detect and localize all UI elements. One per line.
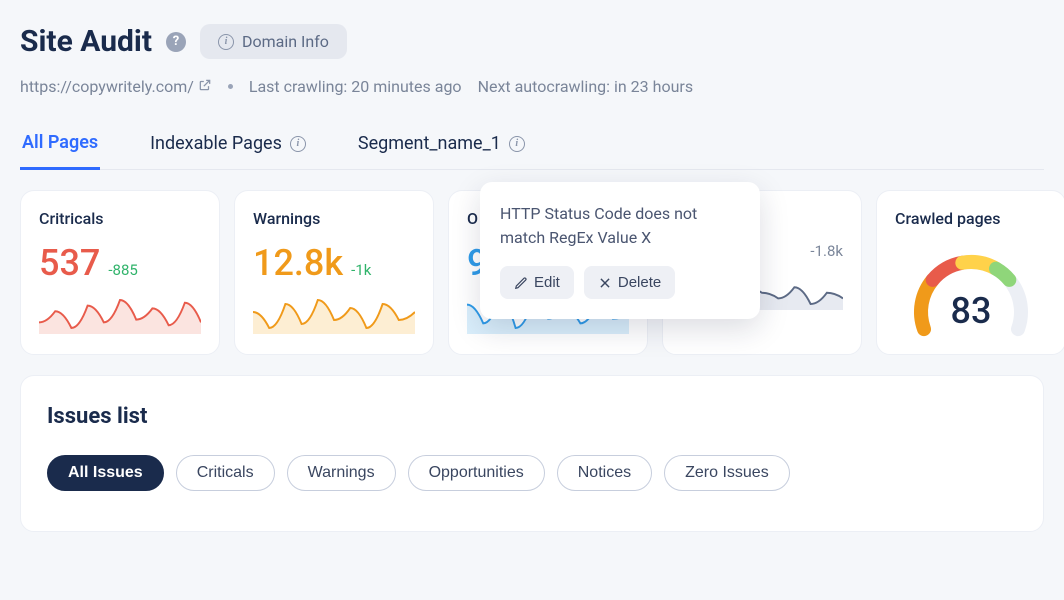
delete-label: Delete — [618, 274, 661, 291]
site-url-text: https://copywritely.com/ — [20, 77, 194, 96]
tab-label: Indexable Pages — [150, 133, 282, 154]
notices-delta: -1.8k — [810, 242, 843, 260]
site-url-link[interactable]: https://copywritely.com/ — [20, 77, 212, 96]
tabs: All Pages Indexable Pages i Segment_name… — [20, 132, 1044, 170]
card-title: Warnings — [253, 209, 415, 228]
info-icon: i — [290, 136, 306, 152]
card-warnings[interactable]: Warnings 12.8k -1k — [234, 190, 434, 355]
next-crawl-text: Next autocrawling: in 23 hours — [478, 77, 694, 96]
filter-pill-criticals[interactable]: Criticals — [176, 455, 275, 491]
issues-panel: Issues list All Issues Criticals Warnings O… — [20, 375, 1044, 532]
card-title: Critricals — [39, 209, 201, 228]
filter-pill-notices[interactable]: Notices — [557, 455, 652, 491]
tab-label: All Pages — [22, 132, 98, 153]
domain-info-label: Domain Info — [242, 32, 329, 51]
issues-heading: Issues list — [47, 404, 1017, 429]
popover-text: HTTP Status Code does not match RegEx Va… — [500, 202, 740, 250]
tab-segment-1[interactable]: Segment_name_1 i — [356, 133, 527, 168]
tab-label: Segment_name_1 — [358, 133, 501, 154]
issues-filter-row: All Issues Criticals Warnings Opportunities… — [47, 455, 1017, 491]
info-icon: i — [218, 34, 234, 50]
delete-button[interactable]: Delete — [584, 266, 675, 299]
warnings-sparkline — [253, 294, 415, 334]
criticals-sparkline — [39, 294, 201, 334]
filter-pill-all-issues[interactable]: All Issues — [47, 455, 164, 491]
criticals-value: 537 — [39, 242, 100, 284]
tab-indexable-pages[interactable]: Indexable Pages i — [148, 133, 308, 168]
card-criticals[interactable]: Critricals 537 -885 — [20, 190, 220, 355]
segment-popover: HTTP Status Code does not match RegEx Va… — [480, 182, 760, 319]
separator-dot — [228, 84, 233, 89]
tab-all-pages[interactable]: All Pages — [20, 132, 100, 170]
domain-info-button[interactable]: i Domain Info — [200, 24, 347, 59]
card-title: Crawled pages — [895, 209, 1047, 228]
close-icon — [598, 276, 612, 290]
filter-pill-opportunities[interactable]: Opportunities — [408, 455, 545, 491]
warnings-delta: -1k — [351, 261, 371, 279]
card-crawled-pages[interactable]: Crawled pages 83 — [876, 190, 1064, 355]
help-icon[interactable]: ? — [166, 32, 186, 52]
info-icon: i — [509, 136, 525, 152]
filter-pill-warnings[interactable]: Warnings — [287, 455, 396, 491]
last-crawl-text: Last crawling: 20 minutes ago — [249, 77, 462, 96]
criticals-delta: -885 — [108, 261, 137, 279]
crawled-value: 83 — [951, 290, 992, 332]
edit-label: Edit — [534, 274, 560, 291]
edit-button[interactable]: Edit — [500, 266, 574, 299]
page-title: Site Audit — [20, 24, 152, 59]
external-link-icon — [198, 77, 212, 91]
filter-pill-zero-issues[interactable]: Zero Issues — [664, 455, 790, 491]
pencil-icon — [514, 276, 528, 290]
warnings-value: 12.8k — [253, 242, 343, 284]
